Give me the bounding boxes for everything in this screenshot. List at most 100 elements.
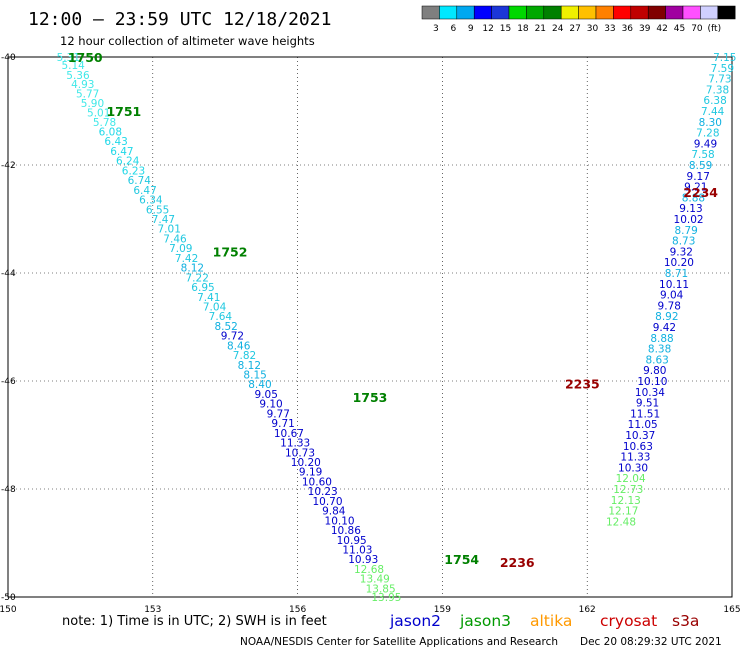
wave-height-label: 10.93 [348, 554, 378, 566]
x-tick-label: 159 [434, 605, 451, 615]
wave-height-label: 8.92 [655, 311, 678, 323]
wave-height-label: 8.46 [227, 340, 251, 352]
satellite-legend-cryosat: cryosat [600, 612, 657, 630]
wave-height-label: 7.04 [203, 301, 227, 313]
wave-height-label: 9.78 [658, 300, 681, 312]
legend-swatch [560, 5, 579, 20]
wave-height-label: 6.47 [110, 146, 133, 158]
x-tick-labels: 150 153 156 159 162 165 [0, 605, 740, 615]
wave-height-label: 6.34 [139, 195, 163, 207]
wave-height-label: 6.08 [99, 127, 122, 139]
wave-height-label: 7.01 [158, 224, 181, 236]
wave-height-label: 9.13 [679, 203, 702, 215]
time-label: 2234 [683, 185, 718, 200]
legend-swatch [578, 5, 597, 20]
wave-height-label: 10.10 [325, 515, 355, 527]
wave-height-label: 10.63 [623, 441, 653, 453]
wave-height-label: 7.64 [209, 311, 233, 323]
legend-label: 33 [604, 24, 615, 34]
wave-height-label: 8.59 [689, 160, 712, 172]
wave-height-label: 9.32 [670, 246, 693, 258]
wave-height-label: 9.51 [636, 398, 659, 410]
wave-height-label: 10.73 [285, 447, 315, 459]
wave-height-label: 9.80 [643, 365, 666, 377]
wave-height-label: 9.21 [684, 182, 707, 194]
legend-label: 15 [500, 24, 511, 34]
note-text: note: 1) Time is in UTC; 2) SWH is in fe… [62, 614, 327, 629]
wave-height-label: 7.38 [706, 84, 729, 96]
wave-height-label: 8.15 [243, 370, 266, 382]
wave-height-label: 9.04 [660, 290, 684, 302]
wave-height-label: 6.47 [133, 185, 156, 197]
wave-height-label: 11.03 [342, 544, 372, 556]
wave-height-label: 12.17 [608, 506, 638, 518]
legend-swatch [439, 5, 458, 20]
time-label: 1753 [353, 390, 388, 405]
y-tick-label: -40 [1, 53, 16, 63]
legend-swatch [491, 5, 510, 20]
wave-height-label: 6.43 [104, 136, 127, 148]
satellite-legend-altika: altika [530, 612, 572, 630]
wave-height-label: 11.05 [628, 419, 658, 431]
wave-height-label: 10.34 [635, 387, 665, 399]
chart-subtitle: 12 hour collection of altimeter wave hei… [60, 34, 315, 48]
x-tick-label: 150 [0, 605, 17, 615]
wave-height-label: 12.13 [611, 495, 641, 507]
wave-height-label: 7.58 [691, 149, 714, 161]
legend-label: 12 [482, 24, 493, 34]
wave-height-label: 6.23 [122, 165, 145, 177]
wave-height-label: 8.73 [672, 236, 695, 248]
wave-height-label: 7.15 [713, 52, 736, 64]
wave-height-label: 11.33 [280, 438, 310, 450]
wave-height-label: 8.88 [682, 192, 705, 204]
y-tick-labels: -40 -42 -44 -46 -48 -50 [1, 53, 16, 603]
legend-label: 18 [517, 24, 529, 34]
legend-swatch [647, 5, 666, 20]
wave-height-label: 5.01 [87, 108, 110, 120]
footer-credit: NOAA/NESDIS Center for Satellite Applica… [240, 636, 558, 648]
wave-height-label: 8.30 [699, 117, 722, 129]
wave-height-label: 7.09 [169, 243, 192, 255]
wave-height-label: 9.84 [322, 506, 346, 518]
wave-height-label: 7.28 [696, 128, 719, 140]
legend-swatch [630, 5, 649, 20]
legend-swatch [595, 5, 614, 20]
y-tick-label: -48 [1, 485, 16, 495]
wave-height-label: 8.40 [248, 379, 271, 391]
wave-height-label: 10.11 [659, 279, 689, 291]
wave-height-label: 6.38 [703, 95, 726, 107]
y-tick-label: -50 [1, 593, 16, 603]
wave-height-label: 5.78 [93, 117, 116, 129]
plot-frame [7, 56, 733, 598]
wave-height-label: 11.33 [620, 452, 650, 464]
time-label: 1750 [68, 50, 103, 65]
legend-swatch [456, 5, 475, 20]
wave-height-label: 8.52 [214, 321, 237, 333]
wave-height-label: 9.77 [267, 408, 290, 420]
wave-height-label: 9.10 [259, 399, 282, 411]
wave-height-label: 9.42 [653, 322, 676, 334]
wave-height-label: 9.71 [271, 418, 294, 430]
wave-height-label: 8.38 [648, 344, 671, 356]
wave-height-label: 10.37 [625, 430, 655, 442]
satellite-legend: jason2 jason3 altika cryosat s3a [389, 612, 699, 630]
wave-height-label: 6.95 [191, 282, 214, 294]
grid-lines [7, 56, 733, 598]
legend-label: 3 [433, 24, 439, 34]
wave-height-label: 5.14 [61, 60, 85, 72]
x-tick-label: 162 [579, 605, 596, 615]
legend-swatch [682, 5, 701, 20]
wave-height-label: 8.71 [665, 268, 688, 280]
wave-height-label: 12.73 [613, 484, 643, 496]
legend-swatch [421, 5, 440, 20]
wave-height-label: 10.20 [664, 257, 694, 269]
time-label: 2236 [500, 555, 535, 570]
time-label: 1754 [444, 552, 479, 567]
legend-label: 39 [639, 24, 651, 34]
wave-height-label: 6.74 [128, 175, 152, 187]
wave-height-label: 13.95 [371, 592, 401, 604]
legend-swatch [700, 5, 719, 20]
legend-swatch [508, 5, 527, 20]
wave-height-label: 7.59 [711, 63, 734, 75]
legend-swatch [717, 5, 736, 20]
